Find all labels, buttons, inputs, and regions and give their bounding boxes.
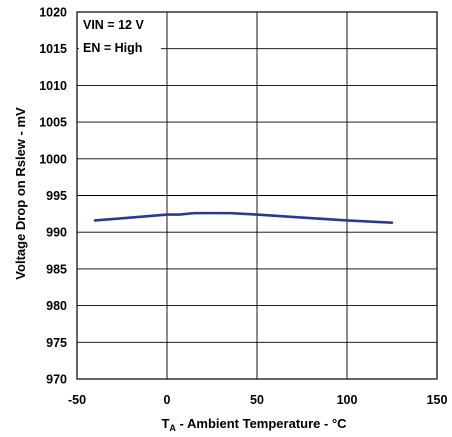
y-tick-label: 985: [46, 262, 67, 276]
x-axis-title-main: T: [161, 416, 169, 431]
y-tick-label: 1005: [39, 116, 67, 130]
y-tick-label: 990: [46, 226, 67, 240]
y-tick-label: 975: [46, 336, 67, 350]
grid-lines: [77, 12, 437, 379]
x-axis-title-rest: - Ambient Temperature - °C: [176, 416, 347, 431]
y-tick-label: 970: [46, 373, 67, 387]
y-tick-label: 980: [46, 299, 67, 313]
y-tick-labels: 970 975 980 985 990 995 1000 1005 1010 1015 1020: [39, 6, 67, 387]
series-line: [93, 211, 394, 224]
annotation-vin: VIN = 12 V: [83, 18, 144, 32]
y-tick-label: 995: [46, 189, 67, 203]
x-tick-label: 0: [164, 393, 171, 407]
x-tick-label: 50: [250, 393, 264, 407]
annotation-background: [79, 15, 161, 59]
series-layer: [93, 211, 394, 224]
x-tick-label: -50: [68, 393, 86, 407]
x-axis-title: TA - Ambient Temperature - °C: [161, 416, 347, 433]
x-tick-label: 150: [427, 393, 448, 407]
x-axis-title-subscript: A: [169, 423, 176, 433]
plot-frame: [76, 11, 438, 380]
y-axis-title: Voltage Drop on Rslew - mV: [13, 107, 28, 280]
y-tick-label: 1015: [39, 42, 67, 56]
x-tick-label: 100: [337, 393, 358, 407]
annotation-box: VIN = 12 V EN = High: [79, 15, 161, 59]
y-tick-label: 1000: [39, 152, 67, 166]
x-tick-labels: -50 0 50 100 150: [68, 393, 448, 407]
annotation-en: EN = High: [83, 41, 142, 55]
y-tick-label: 1020: [39, 6, 67, 20]
y-tick-label: 1010: [39, 79, 67, 93]
